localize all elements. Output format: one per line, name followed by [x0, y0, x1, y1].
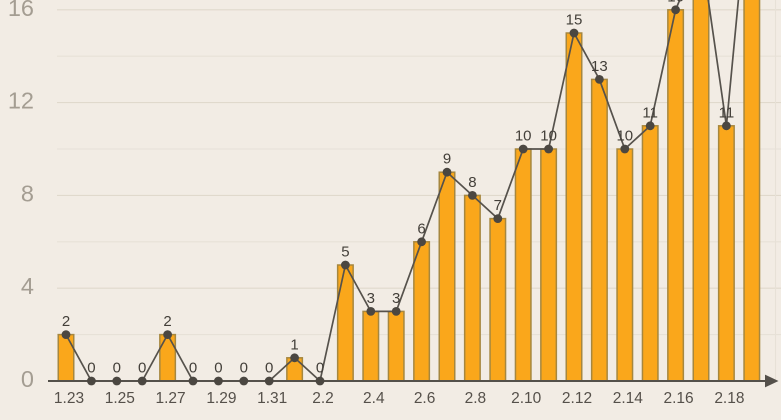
data-label: 10 [616, 128, 633, 145]
data-point-dot [391, 307, 401, 316]
data-point-dot [645, 121, 655, 131]
data-point-dot [239, 376, 249, 386]
data-label: 0 [316, 360, 324, 377]
data-label: 7 [494, 197, 502, 214]
x-tick-label: 1.27 [156, 390, 186, 407]
data-label: 16 [667, 0, 684, 5]
x-tick-label: 1.25 [105, 390, 135, 407]
y-tick-label: 0 [21, 366, 34, 392]
data-label: 10 [515, 128, 532, 145]
data-point-dot [214, 376, 223, 386]
data-point-dot [290, 353, 299, 363]
data-label: 0 [189, 360, 197, 377]
data-label: 2 [62, 313, 70, 330]
data-label: 10 [540, 128, 557, 145]
data-label: 6 [417, 220, 425, 237]
y-tick-label: 8 [21, 180, 34, 206]
bar [159, 333, 177, 382]
bar [489, 217, 507, 382]
data-point-dot [620, 144, 630, 154]
x-tick-label: 2.4 [363, 390, 385, 407]
bar [514, 148, 532, 382]
bar [438, 171, 456, 382]
x-tick-label: 1.31 [257, 390, 287, 407]
data-point-dot [87, 376, 96, 386]
x-tick-label: 1.23 [54, 390, 84, 407]
bar [667, 9, 685, 382]
bar [540, 148, 558, 382]
x-tick-label: 1.29 [206, 390, 236, 407]
bar [463, 194, 481, 382]
y-tick-label: 4 [21, 273, 34, 299]
data-point-dot [722, 121, 731, 131]
y-tick-label: 16 [8, 0, 34, 21]
data-label: 13 [591, 58, 608, 75]
x-tick-label: 2.14 [613, 390, 644, 407]
data-point-dot [112, 376, 122, 386]
bar [641, 125, 659, 382]
x-tick-label: 2.10 [511, 390, 542, 407]
bar [387, 310, 405, 382]
data-label: 0 [87, 360, 95, 377]
data-point-dot [417, 237, 426, 247]
data-point-dot [61, 330, 71, 339]
x-tick-label: 2.12 [562, 390, 592, 407]
data-label: 0 [113, 360, 121, 377]
data-point-dot [264, 376, 274, 386]
data-label: 0 [214, 360, 222, 377]
x-tick-label: 2.2 [312, 390, 334, 407]
data-label: 8 [468, 174, 476, 191]
data-point-dot [442, 167, 452, 177]
data-point-dot [315, 376, 325, 386]
bar-clipped [692, 0, 710, 382]
data-label: 15 [566, 12, 583, 29]
data-label: 3 [367, 290, 375, 307]
bar [565, 32, 583, 382]
x-axis-arrow-icon [765, 374, 779, 388]
data-label: 11 [719, 104, 735, 121]
data-point-dot [544, 144, 553, 154]
data-label: 5 [341, 244, 349, 261]
data-point-dot [137, 376, 147, 386]
data-point-dot [569, 28, 579, 38]
data-point-dot [163, 330, 173, 339]
data-label: 11 [642, 104, 658, 121]
bar [616, 148, 634, 382]
x-tick-label: 2.6 [414, 390, 436, 407]
data-label: 1 [290, 336, 298, 353]
data-point-dot [518, 144, 528, 154]
x-tick-label: 2.8 [465, 390, 487, 407]
data-label: 0 [265, 360, 273, 377]
bar [57, 333, 75, 382]
data-point-dot [595, 75, 604, 84]
x-tick-label: 2.16 [664, 390, 694, 407]
data-point-dot [671, 5, 680, 15]
bar [413, 241, 431, 382]
data-label: 3 [392, 290, 400, 307]
y-tick-label: 12 [8, 88, 34, 114]
bar [717, 125, 735, 382]
data-label: 2 [163, 313, 171, 330]
data-point-dot [341, 260, 350, 270]
bar [336, 264, 354, 382]
data-point-dot [468, 191, 477, 200]
data-point-dot [366, 307, 376, 316]
series-line [65, 0, 740, 383]
bar-clipped [743, 0, 761, 382]
data-point-dot [493, 214, 503, 224]
x-tick-label: 2.18 [714, 390, 744, 407]
data-label: 0 [240, 360, 248, 377]
data-label: 0 [138, 360, 146, 377]
data-label: 9 [443, 151, 451, 168]
data-point-dot [188, 376, 198, 386]
bar [362, 310, 380, 382]
bar [590, 78, 608, 382]
